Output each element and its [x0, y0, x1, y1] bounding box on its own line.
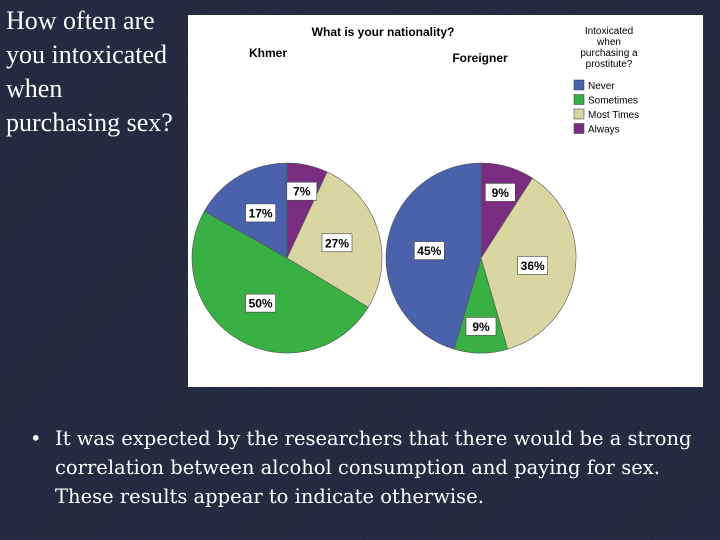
data-label-box	[286, 181, 318, 201]
pie-foreigner: Foreigner 45% 9% 36% 9%	[385, 51, 577, 354]
pie-chart: What is your nationality? Intoxicated wh…	[191, 25, 639, 354]
legend-title-line-2: when	[596, 37, 621, 48]
data-label-foreigner-most-times: 36%	[521, 259, 545, 273]
pies: Khmer 17% 50% 27% 7% Foreigner 45% 9% 36% 9%	[191, 46, 577, 354]
legend-label-never: Never	[588, 81, 615, 92]
data-label-khmer-always: 7%	[293, 185, 311, 199]
legend-label-always: Always	[588, 125, 620, 136]
bullet-text: It was expected by the researchers that …	[55, 427, 692, 508]
data-label-box	[245, 203, 276, 223]
legend-swatch-never	[573, 79, 585, 91]
data-label-box	[465, 317, 497, 336]
bullet-icon: •	[30, 427, 42, 450]
data-label-khmer-sometimes: 50%	[249, 297, 273, 311]
legend-label-sometimes: Sometimes	[588, 96, 638, 107]
chart-title: What is your nationality?	[312, 25, 455, 39]
bullet-point: • It was expected by the researchers tha…	[30, 424, 710, 511]
legend-title-line-3: purchasing a	[580, 48, 638, 59]
legend-swatch-always	[573, 123, 585, 134]
legend: Never Sometimes Most Times Always	[573, 79, 639, 136]
data-label-box	[321, 233, 353, 253]
data-label-box	[245, 293, 276, 313]
data-label-foreigner-sometimes: 9%	[472, 320, 490, 334]
legend-swatch-most-times	[573, 108, 585, 120]
data-label-khmer-never: 17%	[249, 206, 273, 220]
series-label-khmer: Khmer	[249, 46, 287, 60]
slide-title: How often are you intoxicated when purch…	[6, 6, 173, 137]
pie-khmer: Khmer 17% 50% 27% 7%	[191, 46, 383, 354]
legend-title-line-1: Intoxicated	[585, 26, 633, 37]
data-label-foreigner-always: 9%	[492, 186, 510, 200]
data-label-box	[484, 183, 516, 202]
chart-panel: What is your nationality? Intoxicated wh…	[188, 15, 703, 387]
legend-swatch-sometimes	[573, 94, 585, 105]
data-label-box	[517, 256, 549, 275]
data-label-box	[414, 241, 445, 260]
series-label-foreigner: Foreigner	[452, 51, 508, 65]
slice-khmer-sometimes	[191, 210, 369, 354]
legend-label-most-times: Most Times	[588, 110, 639, 121]
data-label-khmer-most-times: 27%	[325, 236, 349, 250]
data-label-foreigner-never: 45%	[417, 244, 441, 258]
legend-title-line-4: prostitute?	[586, 59, 633, 70]
